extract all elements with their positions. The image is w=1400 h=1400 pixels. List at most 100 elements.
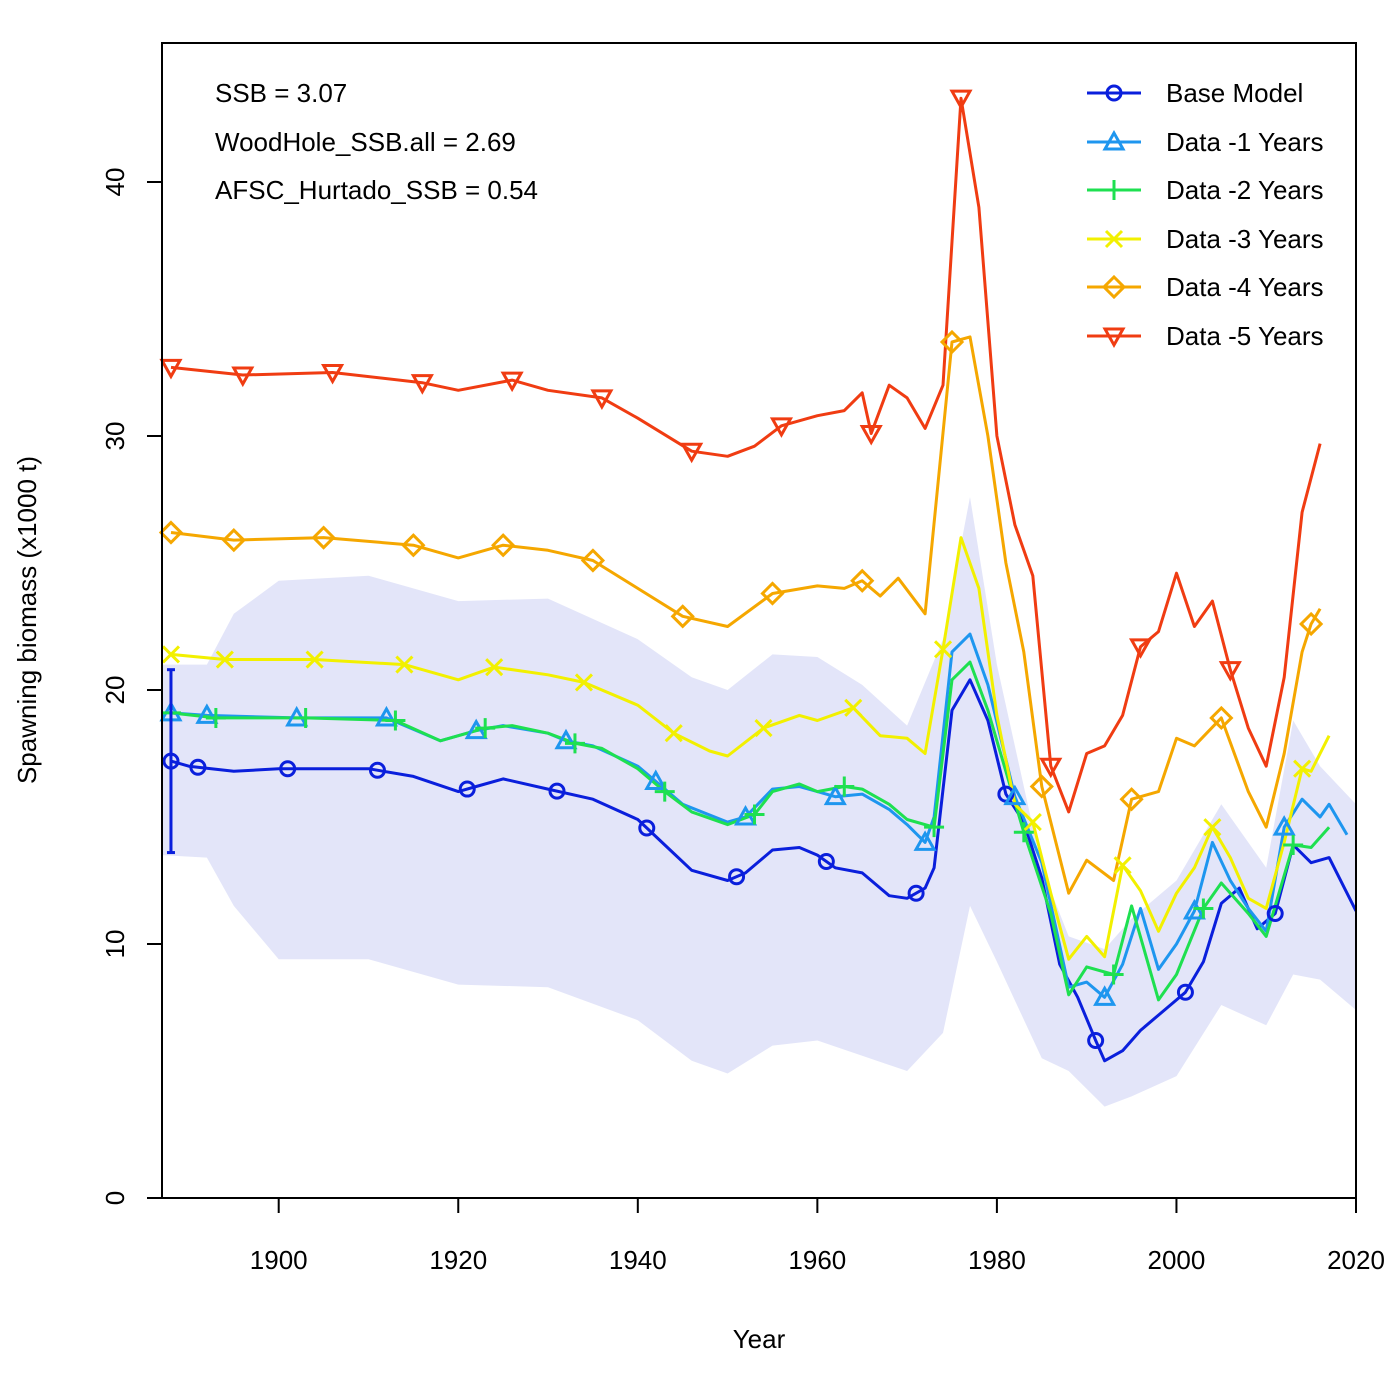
y-tick-label: 20 [100, 676, 130, 705]
series-marker-2 [834, 776, 855, 797]
series-marker-3 [1113, 856, 1132, 875]
series-marker-0 [817, 852, 835, 870]
legend-item-data-1: Data -1 Years [1087, 127, 1324, 157]
series-marker-0 [548, 782, 566, 800]
series-line-2 [170, 660, 1331, 1002]
series-marker-2 [744, 804, 765, 825]
series-marker-3 [305, 650, 324, 669]
series-marker-0 [368, 761, 386, 779]
series-marker-1 [823, 784, 847, 806]
series-marker-3 [485, 658, 504, 677]
series-marker-0 [279, 760, 297, 778]
series-marker-3 [754, 719, 773, 738]
series-marker-2 [205, 707, 226, 728]
series-marker-4 [221, 528, 246, 553]
series-marker-2 [924, 817, 945, 838]
series-marker-4 [1029, 774, 1054, 799]
series-marker-1 [1182, 898, 1206, 920]
y-axis-label: Spawning biomass (x1000 t) [12, 456, 42, 784]
series-marker-2 [1193, 898, 1214, 919]
x-tick-label: 1920 [429, 1245, 487, 1275]
series-marker-4 [580, 548, 606, 573]
legend-item-base-model: Base Model [1087, 78, 1303, 108]
legend-marker [1101, 274, 1127, 300]
legend-label: Base Model [1166, 78, 1303, 108]
series-marker-1 [913, 830, 937, 851]
series-marker-0 [638, 819, 656, 837]
series-marker-5 [949, 89, 973, 111]
series-marker-0 [189, 758, 207, 776]
series-marker-1 [374, 705, 399, 727]
y-tick-label: 10 [100, 930, 130, 959]
annotations: SSB = 3.07 WoodHole_SSB.all = 2.69 AFSC_… [215, 78, 538, 205]
y-tick-label: 30 [100, 422, 130, 451]
series-marker-2 [1283, 834, 1304, 855]
series-marker-4 [670, 604, 695, 629]
series-marker-3 [664, 724, 683, 743]
series-marker-3 [933, 640, 953, 659]
plot-frame [161, 42, 1357, 1199]
x-tick-label: 1980 [968, 1245, 1026, 1275]
legend-marker [1105, 84, 1123, 102]
legend-item-data-3: Data -3 Years [1087, 224, 1324, 254]
series-marker-1 [1093, 985, 1117, 1006]
annotation-afsc: AFSC_Hurtado_SSB = 0.54 [215, 175, 538, 205]
series-marker-5 [1128, 638, 1153, 659]
annotation-ssb: SSB = 3.07 [215, 78, 347, 108]
series-marker-2 [475, 718, 496, 739]
series-marker-3 [1023, 813, 1042, 832]
series-marker-2 [1013, 822, 1034, 843]
series-marker-3 [1293, 759, 1312, 778]
legend-label: Data -3 Years [1166, 224, 1324, 254]
series-marker-3 [161, 645, 181, 664]
series-marker-4 [850, 568, 875, 593]
series-marker-1 [733, 804, 758, 826]
series-marker-5 [500, 371, 524, 393]
series-marker-3 [215, 650, 234, 669]
series-marker-3 [574, 673, 594, 692]
axes: 1900 1920 1940 1960 1980 2000 2020 0 10 20 30 40 [100, 168, 1385, 1275]
series-markers [158, 89, 1324, 1050]
legend-marker [1104, 229, 1124, 249]
series-marker-1 [464, 718, 488, 740]
series-marker-4 [939, 329, 965, 355]
y-tick-label: 40 [100, 168, 130, 197]
x-tick-label: 2020 [1327, 1245, 1385, 1275]
series-marker-0 [1087, 1032, 1105, 1050]
series-marker-4 [311, 525, 336, 550]
x-tick-label: 1960 [788, 1245, 846, 1275]
x-tick-label: 1900 [250, 1245, 308, 1275]
series-line-5 [170, 96, 1322, 814]
series-line-0 [170, 678, 1356, 1063]
series-marker-0 [458, 780, 476, 798]
series-marker-5 [859, 424, 883, 446]
series-marker-2 [295, 707, 316, 728]
series-marker-1 [1003, 784, 1027, 806]
x-tick-label: 2000 [1148, 1245, 1206, 1275]
annotation-woodhole: WoodHole_SSB.all = 2.69 [215, 127, 516, 157]
series-marker-0 [728, 868, 746, 886]
series-marker-0 [1176, 983, 1194, 1001]
series-marker-5 [769, 417, 794, 438]
legend-label: Data -4 Years [1166, 272, 1324, 302]
legend-item-data-4: Data -4 Years [1087, 272, 1324, 302]
series-marker-1 [554, 728, 578, 750]
series-marker-5 [159, 358, 183, 380]
series-marker-4 [760, 581, 785, 606]
legend-label: Data -5 Years [1166, 321, 1324, 351]
series-marker-5 [231, 366, 255, 388]
series-marker-5 [590, 389, 614, 410]
x-axis-label: Year [733, 1324, 786, 1354]
series-marker-2 [564, 733, 585, 754]
series-marker-4 [1209, 705, 1234, 731]
legend-marker [1102, 129, 1126, 151]
series-marker-5 [1039, 757, 1063, 779]
series-marker-2 [654, 781, 675, 802]
series-marker-3 [1203, 818, 1222, 837]
series-marker-4 [1119, 787, 1144, 812]
series-marker-1 [195, 703, 219, 724]
series-marker-1 [1272, 815, 1296, 836]
series-marker-5 [321, 364, 345, 385]
legend-label: Data -2 Years [1166, 175, 1324, 205]
